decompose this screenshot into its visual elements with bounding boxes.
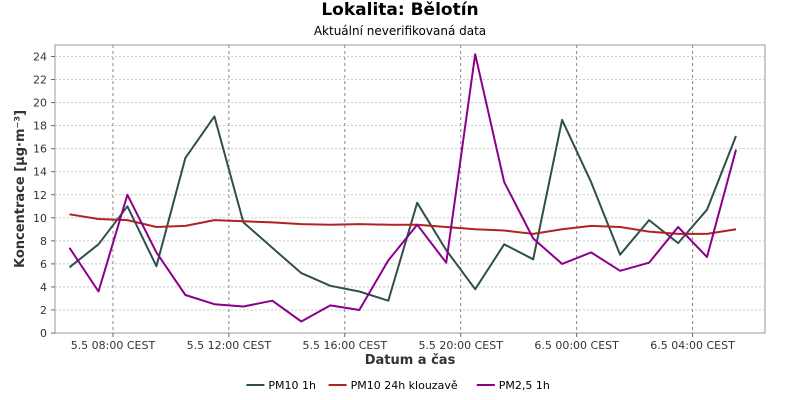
x-axis-title: Datum a čas [365, 353, 456, 368]
x-tick-label: 5.5 20:00 CEST [418, 339, 503, 352]
x-tick-label: 5.5 12:00 CEST [187, 339, 272, 352]
y-tick-label: 18 [33, 120, 47, 133]
y-tick-label: 16 [33, 143, 47, 156]
x-tick-label: 5.5 16:00 CEST [303, 339, 388, 352]
legend: PM10 1h PM10 24h klouzavě PM2,5 1h [246, 379, 550, 392]
series-line-3 [68, 53, 737, 323]
series-line-2 [69, 213, 737, 235]
x-axis-ticks: 5.5 08:00 CEST 5.5 12:00 CEST 5.5 16:00 CE… [71, 333, 735, 352]
x-tick-label: 6.5 00:00 CEST [534, 339, 619, 352]
series-line-1 [68, 115, 737, 302]
y-tick-label: 12 [33, 189, 47, 202]
plot-area [54, 44, 766, 334]
series-lines [68, 53, 737, 323]
y-tick-label: 6 [40, 258, 47, 271]
y-tick-label: 10 [33, 212, 47, 225]
legend-label: PM10 24h klouzavě [351, 379, 458, 392]
y-axis-title: Koncentrace [µg·m⁻³] [13, 110, 28, 268]
y-tick-label: 2 [40, 304, 47, 317]
grid-lines [55, 45, 765, 333]
y-tick-label: 8 [40, 235, 47, 248]
chart-subtitle: Aktuální neverifikovaná data [313, 24, 487, 38]
x-tick-label: 5.5 08:00 CEST [71, 339, 156, 352]
chart-title: Lokalita: Bělotín [321, 0, 479, 20]
x-tick-label: 6.5 04:00 CEST [650, 339, 735, 352]
y-tick-label: 0 [40, 327, 47, 340]
legend-label: PM2,5 1h [499, 379, 550, 392]
y-tick-label: 4 [40, 281, 47, 294]
legend-label: PM10 1h [268, 379, 316, 392]
y-tick-label: 22 [33, 74, 47, 87]
y-tick-label: 20 [33, 97, 47, 110]
y-tick-label: 14 [33, 166, 47, 179]
y-tick-label: 24 [33, 51, 47, 64]
